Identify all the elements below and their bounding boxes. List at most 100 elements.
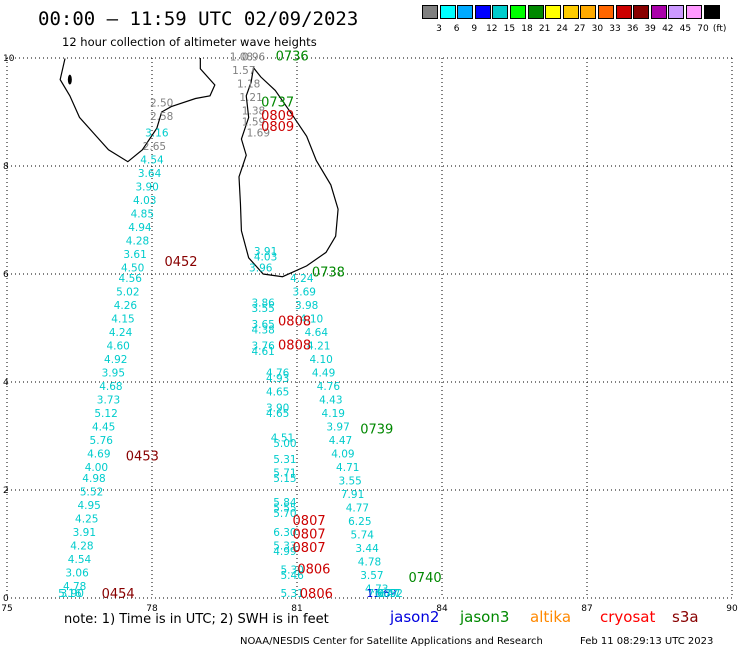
lon-tick-label: 78 [146,604,158,614]
wave-height-value: 6.52 [380,588,403,600]
pass-time-label: 0806 [300,587,333,602]
color-scale-swatch [439,5,456,19]
lat-tick-label: 10 [3,54,15,64]
color-scale-swatch [633,5,650,19]
pass-time-label: 0737 [261,96,294,111]
pass-time-label: 0740 [409,571,442,586]
wave-height-value: 3.76 [251,341,275,353]
wave-height-value: 1.21 [239,92,262,104]
color-scale-swatch [615,5,632,19]
wave-height-value: 3.90 [266,403,289,415]
color-scale-swatch [650,5,667,19]
lat-tick-label: 8 [3,162,9,172]
wave-height-value: 1.57 [232,65,255,77]
wave-height-value: 3.55 [338,476,361,488]
color-scale-label: 9 [471,24,478,34]
wave-height-value: 3.61 [123,249,146,261]
color-scale-label: 30 [591,24,604,34]
wave-height-value: 5.74 [351,530,375,542]
color-scale-label: 15 [503,24,516,34]
wave-height-value: 4.56 [119,273,143,285]
wave-height-value: 6.77 [375,588,398,600]
color-scale-swatch [492,5,509,19]
wave-height-value: 3.16 [145,127,169,139]
wave-height-value: 5.46 [280,570,304,582]
pass-time-label: 0736 [276,50,309,65]
color-scale-swatch [562,5,579,19]
legend-jason2: jason2 [390,608,440,626]
wave-height-value: 5.31 [273,454,296,466]
wave-height-value: 3.44 [355,543,379,555]
wave-height-value: 11.69 [367,588,397,600]
wave-height-value: 5.00 [273,438,296,450]
color-scale-label: 6 [453,24,460,34]
color-scale-swatch [598,5,614,19]
lon-tick-label: 84 [436,604,448,614]
wave-height-value: 3.90 [61,588,84,600]
coastline-india [59,58,216,163]
wave-height-value: 4.64 [305,327,329,339]
wave-height-value: 4.60 [106,341,129,353]
color-scale-label: 21 [538,24,551,34]
pass-time-label: 0739 [360,422,393,437]
pass-time-label: 0807 [293,541,326,556]
footnote: note: 1) Time is in UTC; 2) SWH is in fe… [64,612,329,627]
wave-height-value: 5.12 [94,408,117,420]
wave-height-value: 7.91 [341,489,364,501]
pass-time-label: 0806 [297,563,330,578]
wave-height-value: 7.03 [367,588,390,600]
color-scale-label: 24 [556,24,568,34]
wave-height-value: 3.86 [251,297,275,309]
credit-line: NOAA/NESDIS Center for Satellite Applica… [240,636,543,647]
wave-height-value: 3.98 [295,300,318,312]
pass-time-label: 0808 [278,314,311,329]
color-scale-label: 27 [574,24,586,34]
wave-height-value: 6.47 [377,588,400,600]
lat-tick-label: 6 [3,270,9,280]
wave-height-value: 3.91 [254,246,277,258]
wave-height-value: 4.99 [273,546,296,558]
wave-height-value: 4.94 [128,222,152,234]
color-scale-label: 33 [609,24,621,34]
generation-timestamp: Feb 11 08:29:13 UTC 2023 [580,636,714,647]
wave-height-value: 4.85 [131,208,154,220]
wave-height-value: 4.43 [319,395,342,407]
wave-height-value: 4.10 [300,314,323,326]
color-scale-unit: (ft) [712,24,727,34]
wave-height-value: 3.91 [73,527,96,539]
lat-tick-label: 4 [3,378,9,388]
wave-height-value: 5.33 [273,540,296,552]
wave-height-value: 5.70 [273,508,296,520]
wave-height-value: 2.50 [150,98,173,110]
lon-tick-label: 87 [581,604,592,614]
pass-time-label: 0809 [261,109,294,124]
wave-height-value: 3.73 [97,395,120,407]
wave-height-value: 4.78 [63,581,86,593]
wave-height-value: 4.69 [87,449,110,461]
lon-tick-label: 81 [291,604,302,614]
wave-height-value: 4.15 [111,314,134,326]
map-title: 00:00 – 11:59 UTC 02/09/2023 [38,8,359,30]
color-scale-label: 36 [626,24,639,34]
wave-height-value: 3.55 [251,303,274,315]
wave-height-value: 4.54 [140,154,164,166]
wave-height-value: 3.90 [135,181,158,193]
wave-height-value: 5.31 [280,588,303,600]
pass-time-label: 0809 [261,120,294,135]
wave-height-value: 5.71 [273,468,296,480]
color-scale-swatch [474,5,491,19]
color-scale-label: 45 [679,24,692,34]
color-scale-swatch [686,5,702,19]
wave-height-value: 4.54 [68,554,92,566]
wave-height-value: 4.00 [85,462,108,474]
wave-height-value: 4.49 [312,368,335,380]
pass-time-label: 0738 [312,266,345,281]
wave-height-value: 1.08 [230,52,253,64]
wave-height-value: 3.97 [326,422,349,434]
wave-height-value: 5.02 [116,287,139,299]
color-scale-label: 3 [436,24,442,34]
wave-height-value: 4.45 [92,422,115,434]
color-scale-swatch [545,5,562,19]
wave-height-value: 3.65 [251,319,274,331]
